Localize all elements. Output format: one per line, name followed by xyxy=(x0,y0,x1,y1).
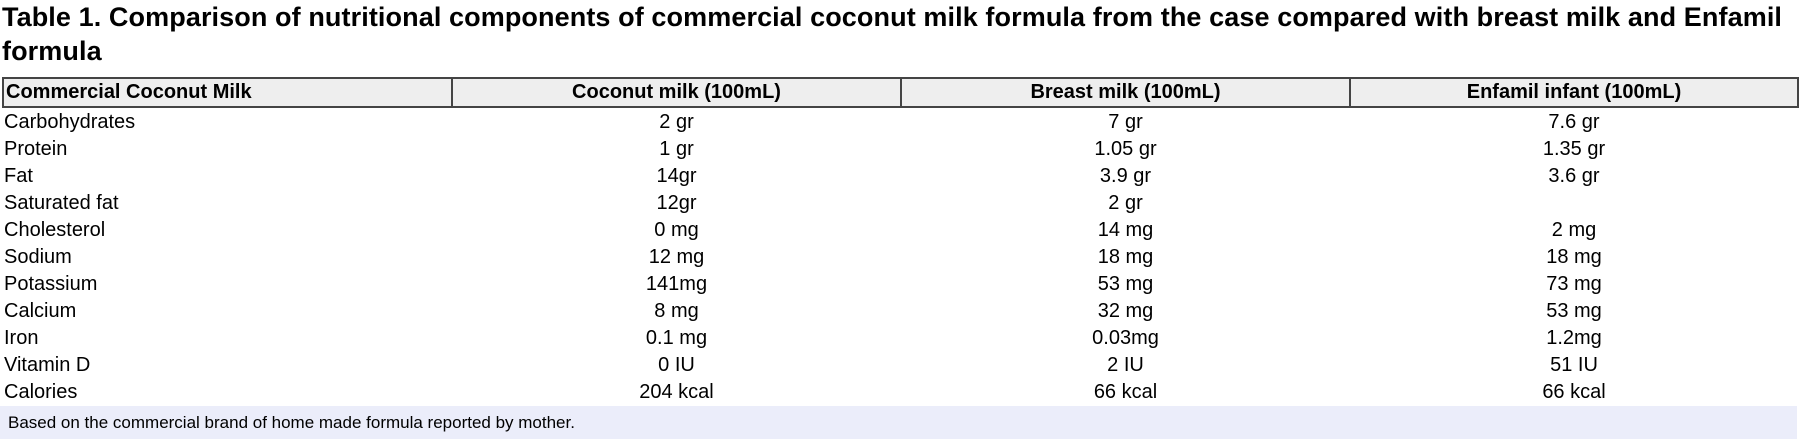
cell-breast-milk: 66 kcal xyxy=(1093,380,1158,403)
column-header-coconut-milk: Coconut milk (100mL) xyxy=(451,77,902,108)
cell-breast-milk: 2 IU xyxy=(1107,353,1144,376)
row-label: Cholesterol xyxy=(4,218,106,241)
row-label: Vitamin D xyxy=(4,353,91,376)
cell-breast-milk: 14 mg xyxy=(1097,218,1154,241)
table-row: Calories 204 kcal 66 kcal 66 kcal xyxy=(3,378,1798,405)
cell-coconut-milk: 2 gr xyxy=(659,110,694,133)
cell-breast-milk: 18 mg xyxy=(1097,245,1154,268)
cell-enfamil: 18 mg xyxy=(1546,245,1602,268)
cell-coconut-milk: 0 IU xyxy=(658,353,695,376)
table-footnote: Based on the commercial brand of home ma… xyxy=(0,406,1797,439)
cell-enfamil: 7.6 gr xyxy=(1548,110,1600,133)
table-row: Saturated fat 12gr 2 gr xyxy=(3,189,1798,216)
table-row: Fat 14gr 3.9 gr 3.6 gr xyxy=(3,162,1798,189)
cell-enfamil: 1.35 gr xyxy=(1542,137,1606,160)
row-label: Sodium xyxy=(4,245,72,268)
cell-enfamil xyxy=(1350,189,1798,216)
cell-coconut-milk: 1 gr xyxy=(659,137,694,160)
row-label: Protein xyxy=(4,137,68,160)
row-label: Iron xyxy=(4,326,39,349)
table-row: Vitamin D 0 IU 2 IU 51 IU xyxy=(3,351,1798,378)
column-header-component: Commercial Coconut Milk xyxy=(2,77,453,108)
cell-breast-milk: 32 mg xyxy=(1097,299,1154,322)
table-header-row: Commercial Coconut Milk Coconut milk (10… xyxy=(2,77,1799,108)
cell-breast-milk: 2 gr xyxy=(1108,191,1143,214)
table-caption: Table 1. Comparison of nutritional compo… xyxy=(2,2,1783,66)
cell-enfamil: 73 mg xyxy=(1546,272,1602,295)
cell-breast-milk: 0.03mg xyxy=(1092,326,1159,349)
table-row: Cholesterol 0 mg 14 mg 2 mg xyxy=(3,216,1798,243)
row-label: Potassium xyxy=(4,272,98,295)
table-row: Calcium 8 mg 32 mg 53 mg xyxy=(3,297,1798,324)
table-row: Carbohydrates 2 gr 7 gr 7.6 gr xyxy=(3,107,1798,135)
cell-coconut-milk: 8 mg xyxy=(654,299,699,322)
cell-coconut-milk: 12 mg xyxy=(648,245,705,268)
nutrition-table: Commercial Coconut Milk Coconut milk (10… xyxy=(2,77,1799,405)
cell-coconut-milk: 141mg xyxy=(645,272,708,295)
row-label: Calcium xyxy=(4,299,77,322)
cell-breast-milk: 7 gr xyxy=(1108,110,1143,133)
cell-enfamil: 66 kcal xyxy=(1542,380,1606,403)
cell-enfamil: 3.6 gr xyxy=(1548,164,1600,187)
row-label: Saturated fat xyxy=(4,191,119,214)
table-row: Protein 1 gr 1.05 gr 1.35 gr xyxy=(3,135,1798,162)
row-label: Carbohydrates xyxy=(4,110,136,133)
table-row: Sodium 12 mg 18 mg 18 mg xyxy=(3,243,1798,270)
cell-enfamil: 2 mg xyxy=(1551,218,1597,241)
column-header-enfamil: Enfamil infant (100mL) xyxy=(1349,77,1799,108)
table-row: Potassium 141mg 53 mg 73 mg xyxy=(3,270,1798,297)
cell-breast-milk: 53 mg xyxy=(1097,272,1154,295)
row-label: Calories xyxy=(4,380,78,403)
table-row: Iron 0.1 mg 0.03mg 1.2mg xyxy=(3,324,1798,351)
cell-coconut-milk: 204 kcal xyxy=(639,380,714,403)
cell-enfamil: 1.2mg xyxy=(1546,326,1602,349)
cell-breast-milk: 3.9 gr xyxy=(1099,164,1152,187)
cell-enfamil: 51 IU xyxy=(1550,353,1598,376)
cell-coconut-milk: 12gr xyxy=(656,191,697,214)
cell-breast-milk: 1.05 gr xyxy=(1094,137,1157,160)
column-header-breast-milk: Breast milk (100mL) xyxy=(900,77,1351,108)
row-label: Fat xyxy=(4,164,33,187)
cell-coconut-milk: 14gr xyxy=(656,164,697,187)
cell-coconut-milk: 0.1 mg xyxy=(645,326,708,349)
cell-enfamil: 53 mg xyxy=(1546,299,1602,322)
cell-coconut-milk: 0 mg xyxy=(654,218,699,241)
